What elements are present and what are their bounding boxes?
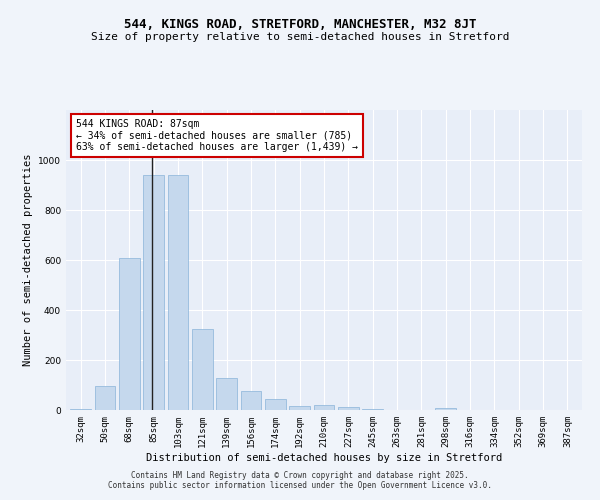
Bar bbox=[338, 407, 359, 410]
Text: 544 KINGS ROAD: 87sqm
← 34% of semi-detached houses are smaller (785)
63% of sem: 544 KINGS ROAD: 87sqm ← 34% of semi-deta… bbox=[76, 119, 358, 152]
Bar bbox=[143, 175, 164, 410]
Text: Contains HM Land Registry data © Crown copyright and database right 2025.
Contai: Contains HM Land Registry data © Crown c… bbox=[108, 470, 492, 490]
Bar bbox=[436, 408, 456, 410]
Bar bbox=[362, 409, 383, 410]
X-axis label: Distribution of semi-detached houses by size in Stretford: Distribution of semi-detached houses by … bbox=[146, 452, 502, 462]
Bar bbox=[241, 391, 262, 410]
Bar bbox=[95, 386, 115, 410]
Bar bbox=[289, 406, 310, 410]
Bar bbox=[192, 329, 212, 410]
Bar bbox=[119, 258, 140, 410]
Bar bbox=[314, 404, 334, 410]
Text: 544, KINGS ROAD, STRETFORD, MANCHESTER, M32 8JT: 544, KINGS ROAD, STRETFORD, MANCHESTER, … bbox=[124, 18, 476, 30]
Bar bbox=[167, 175, 188, 410]
Text: Size of property relative to semi-detached houses in Stretford: Size of property relative to semi-detach… bbox=[91, 32, 509, 42]
Bar bbox=[70, 409, 91, 410]
Y-axis label: Number of semi-detached properties: Number of semi-detached properties bbox=[23, 154, 32, 366]
Bar bbox=[265, 399, 286, 410]
Bar bbox=[216, 378, 237, 410]
